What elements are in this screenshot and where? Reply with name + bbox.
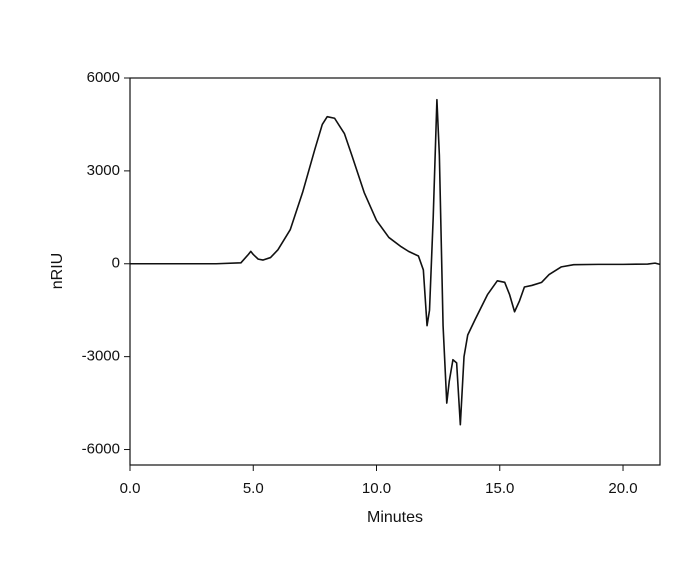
y-tick-label: 3000 <box>87 162 120 179</box>
y-tick-label: 6000 <box>87 69 120 86</box>
y-tick-label: 0 <box>112 255 120 272</box>
plot-frame <box>129 77 661 466</box>
y-axis-title: nRIU <box>49 253 66 289</box>
x-tick-label: 5.0 <box>243 480 264 497</box>
x-tick-label: 15.0 <box>485 480 514 497</box>
line <box>130 98 661 426</box>
x-tick-label: 10.0 <box>362 480 391 497</box>
y-tick-label: -6000 <box>82 440 120 457</box>
x-tick-label: 0.0 <box>120 480 141 497</box>
x-axis-title: Minutes <box>367 509 423 526</box>
x-tick-label: 20.0 <box>608 480 637 497</box>
y-tick-label: -3000 <box>82 348 120 365</box>
